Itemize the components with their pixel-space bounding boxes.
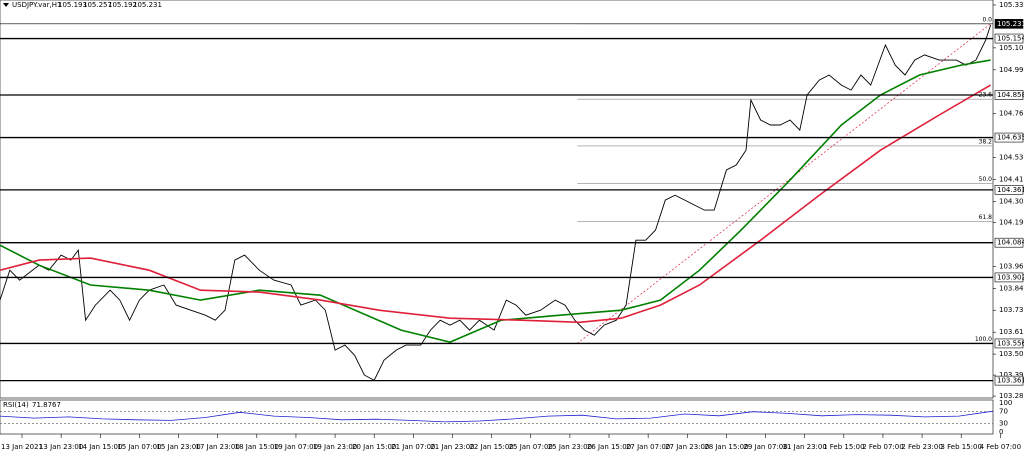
x-tick-label: 20 Jan 15:00 xyxy=(352,443,396,451)
x-tick-label: 3 Feb 15:00 xyxy=(940,443,981,451)
x-tick-label: 19 Jan 07:00 xyxy=(274,443,318,451)
ohlc-value: 105.193 xyxy=(58,1,87,9)
x-tick-label: 19 Jan 23:00 xyxy=(313,443,357,451)
x-tick-label: 2 Feb 23:00 xyxy=(901,443,942,451)
y-tick-label: 103.280 xyxy=(999,392,1024,400)
level-label: 104.858 xyxy=(997,91,1024,99)
y-tick-label: 103.960 xyxy=(999,262,1024,270)
y-tick-label: 105.105 xyxy=(999,44,1024,52)
level-box xyxy=(994,90,1024,100)
x-tick-label: 15 Jan 23:00 xyxy=(156,443,200,451)
x-tick-label: 4 Feb 07:00 xyxy=(980,443,1021,451)
y-tick-label: 104.990 xyxy=(999,66,1024,74)
y-tick-label: 103.845 xyxy=(999,284,1024,292)
x-tick-label: 27 Jan 07:00 xyxy=(626,443,670,451)
x-tick-label: 28 Jan 15:00 xyxy=(704,443,748,451)
rsi-last: 71.8767 xyxy=(32,401,61,409)
fibo-label: 0.0 xyxy=(982,16,992,23)
y-tick-label: 103.390 xyxy=(999,371,1024,379)
y-tick-label: 103.500 xyxy=(999,350,1024,358)
fibo-label: 50.0 xyxy=(979,176,993,183)
level-label: 104.084 xyxy=(997,239,1024,247)
rsi-tick-label: 0 xyxy=(999,428,1003,436)
level-label: 104.361 xyxy=(997,186,1024,194)
menu-arrow[interactable] xyxy=(3,3,9,7)
x-tick-label: 25 Jan 07:00 xyxy=(509,443,553,451)
level-box xyxy=(994,237,1024,248)
y-tick-label: 104.415 xyxy=(999,176,1024,184)
y-tick-label: 104.190 xyxy=(999,218,1024,226)
ohlc-value: 105.231 xyxy=(133,1,162,9)
rsi-line xyxy=(0,410,994,423)
x-tick-label: 14 Jan 15:00 xyxy=(78,443,122,451)
x-tick-label: 26 Jan 15:00 xyxy=(587,443,631,451)
level-box xyxy=(994,375,1024,386)
y-tick-label: 103.615 xyxy=(999,328,1024,336)
level-box xyxy=(994,33,1024,44)
price-line xyxy=(0,59,991,343)
level-label: 105.154 xyxy=(997,35,1024,43)
x-tick-label: 31 Jan 23:00 xyxy=(783,443,827,451)
rsi-tick-label: 70 xyxy=(999,408,1008,416)
x-tick-label: 18 Jan 15:00 xyxy=(235,443,279,451)
y-tick-label: 105.330 xyxy=(999,1,1024,9)
x-tick-label: 13 Jan 23:00 xyxy=(39,443,83,451)
x-tick-label: 2 Feb 07:00 xyxy=(862,443,903,451)
level-label: 103.902 xyxy=(997,273,1024,281)
x-tick-label: 29 Jan 07:00 xyxy=(743,443,787,451)
chart-title: USDJPY.var,H1 xyxy=(12,1,61,9)
level-box xyxy=(994,185,1024,195)
fibo-label: 38.2 xyxy=(979,138,993,145)
ohlc-value: 105.192 xyxy=(108,1,137,9)
rsi-tick-label: 30 xyxy=(999,419,1008,427)
trend-line xyxy=(576,23,991,344)
price-line xyxy=(0,84,992,324)
price-line xyxy=(0,24,992,381)
x-tick-label: 1 Feb 15:00 xyxy=(823,443,864,451)
y-tick-label: 104.760 xyxy=(999,110,1024,118)
x-tick-label: 17 Jan 23:00 xyxy=(196,443,240,451)
level-label: 103.361 xyxy=(997,377,1024,385)
ohlc-value: 105.257 xyxy=(83,1,112,9)
x-tick-label: 13 Jan 2021 xyxy=(1,443,43,451)
x-tick-label: 25 Jan 23:00 xyxy=(548,443,592,451)
level-box xyxy=(994,272,1024,283)
x-tick-label: 27 Jan 23:00 xyxy=(665,443,709,451)
fibo-label: 100.0 xyxy=(975,336,992,343)
y-tick-label: 103.730 xyxy=(999,306,1024,314)
x-tick-label: 15 Jan 07:00 xyxy=(117,443,161,451)
level-box xyxy=(994,132,1024,143)
y-tick-label: 104.530 xyxy=(999,154,1024,162)
level-label: 104.635 xyxy=(997,134,1024,142)
level-box xyxy=(994,19,1024,29)
fibo-label: 61.8 xyxy=(979,214,993,221)
rsi-pane xyxy=(0,399,994,435)
level-label: 103.556 xyxy=(997,339,1024,347)
rsi-tick-label: 100 xyxy=(999,399,1012,407)
price-pane xyxy=(0,0,994,399)
level-box xyxy=(994,338,1024,349)
rsi-name: RSI(14) xyxy=(3,401,29,409)
x-tick-label: 21 Jan 23:00 xyxy=(430,443,474,451)
x-tick-label: 22 Jan 15:00 xyxy=(469,443,513,451)
level-label: 105.231 xyxy=(997,20,1024,28)
y-tick-label: 104.300 xyxy=(999,197,1024,205)
x-tick-label: 21 Jan 07:00 xyxy=(391,443,435,451)
